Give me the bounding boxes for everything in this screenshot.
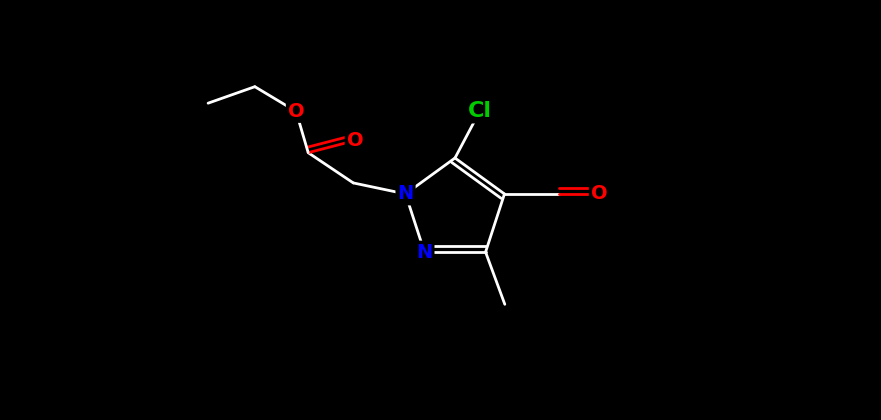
Text: O: O <box>346 131 363 150</box>
Text: O: O <box>591 184 607 203</box>
Text: O: O <box>288 102 305 121</box>
Text: Cl: Cl <box>468 101 492 121</box>
Text: N: N <box>417 243 433 262</box>
Text: N: N <box>397 184 414 203</box>
